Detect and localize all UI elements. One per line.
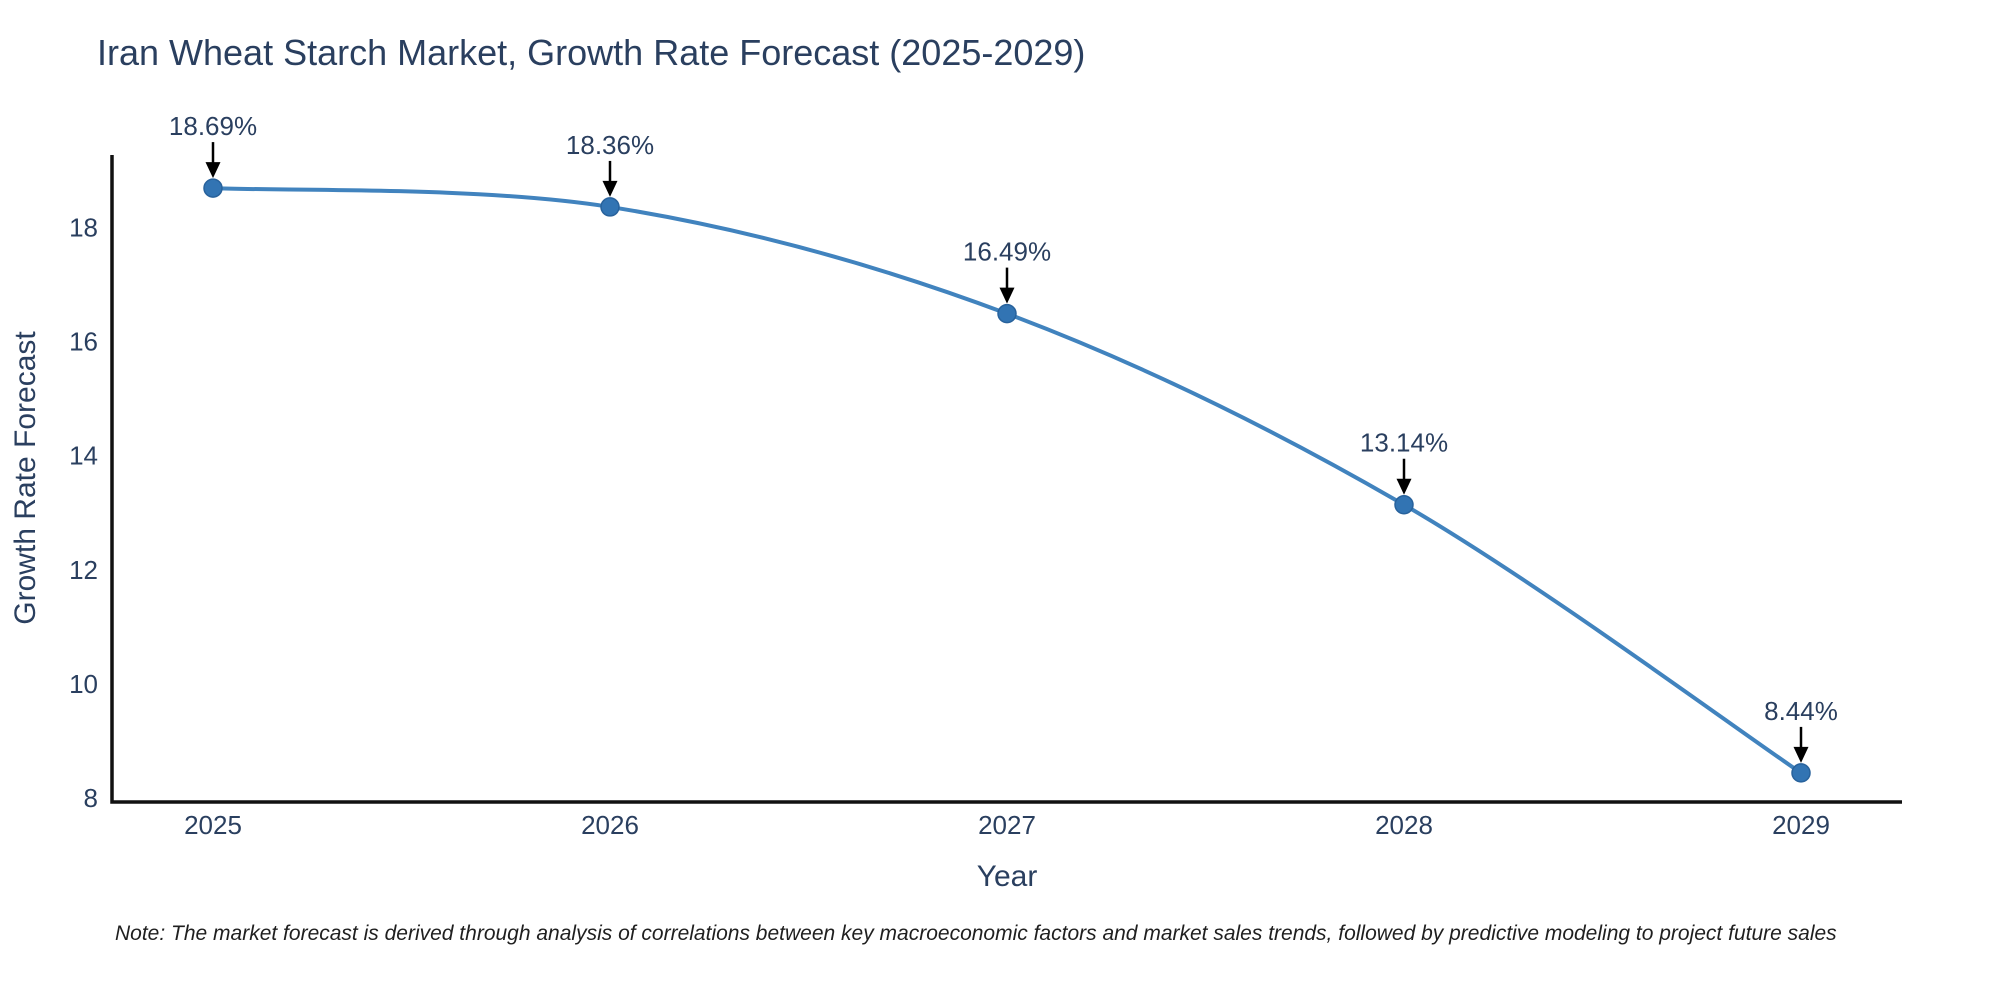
- data-point-marker: [997, 303, 1017, 324]
- data-point-label: 16.49%: [963, 237, 1051, 267]
- annotation-arrowhead-icon: [205, 162, 221, 179]
- y-tick-label: 12: [69, 555, 98, 585]
- data-point-marker: [1791, 763, 1811, 783]
- y-tick-label: 10: [69, 669, 98, 699]
- x-tick-label: 2028: [1375, 810, 1433, 840]
- data-point-marker: [1394, 494, 1414, 515]
- axes-lines: [110, 155, 1902, 804]
- data-point-marker: [203, 178, 223, 198]
- x-tick-label: 2026: [581, 810, 639, 840]
- data-point-label: 8.44%: [1764, 696, 1838, 726]
- x-tick-label: 2025: [184, 810, 242, 840]
- data-point-label: 18.69%: [169, 111, 257, 141]
- chart-title: Iran Wheat Starch Market, Growth Rate Fo…: [97, 32, 1086, 73]
- annotation-arrowhead-icon: [1793, 746, 1809, 763]
- annotation-arrowhead-icon: [1396, 478, 1412, 495]
- y-tick-label: 16: [69, 327, 98, 357]
- y-tick-label: 18: [69, 212, 98, 242]
- y-tick-label: 8: [84, 783, 98, 813]
- data-point-marker: [600, 197, 620, 217]
- annotation-arrowhead-icon: [999, 287, 1015, 304]
- chart-note: Note: The market forecast is derived thr…: [115, 922, 1837, 945]
- y-axis-title: Growth Rate Forecast: [9, 331, 42, 625]
- x-tick-label: 2029: [1772, 810, 1830, 840]
- annotation-arrowhead-icon: [602, 180, 618, 197]
- x-axis-title: Year: [976, 860, 1038, 893]
- trend-line: [211, 186, 1803, 775]
- x-tick-label: 2027: [978, 810, 1036, 840]
- data-point-label: 18.36%: [566, 130, 654, 160]
- data-point-label: 13.14%: [1360, 428, 1448, 458]
- y-tick-label: 14: [69, 441, 98, 471]
